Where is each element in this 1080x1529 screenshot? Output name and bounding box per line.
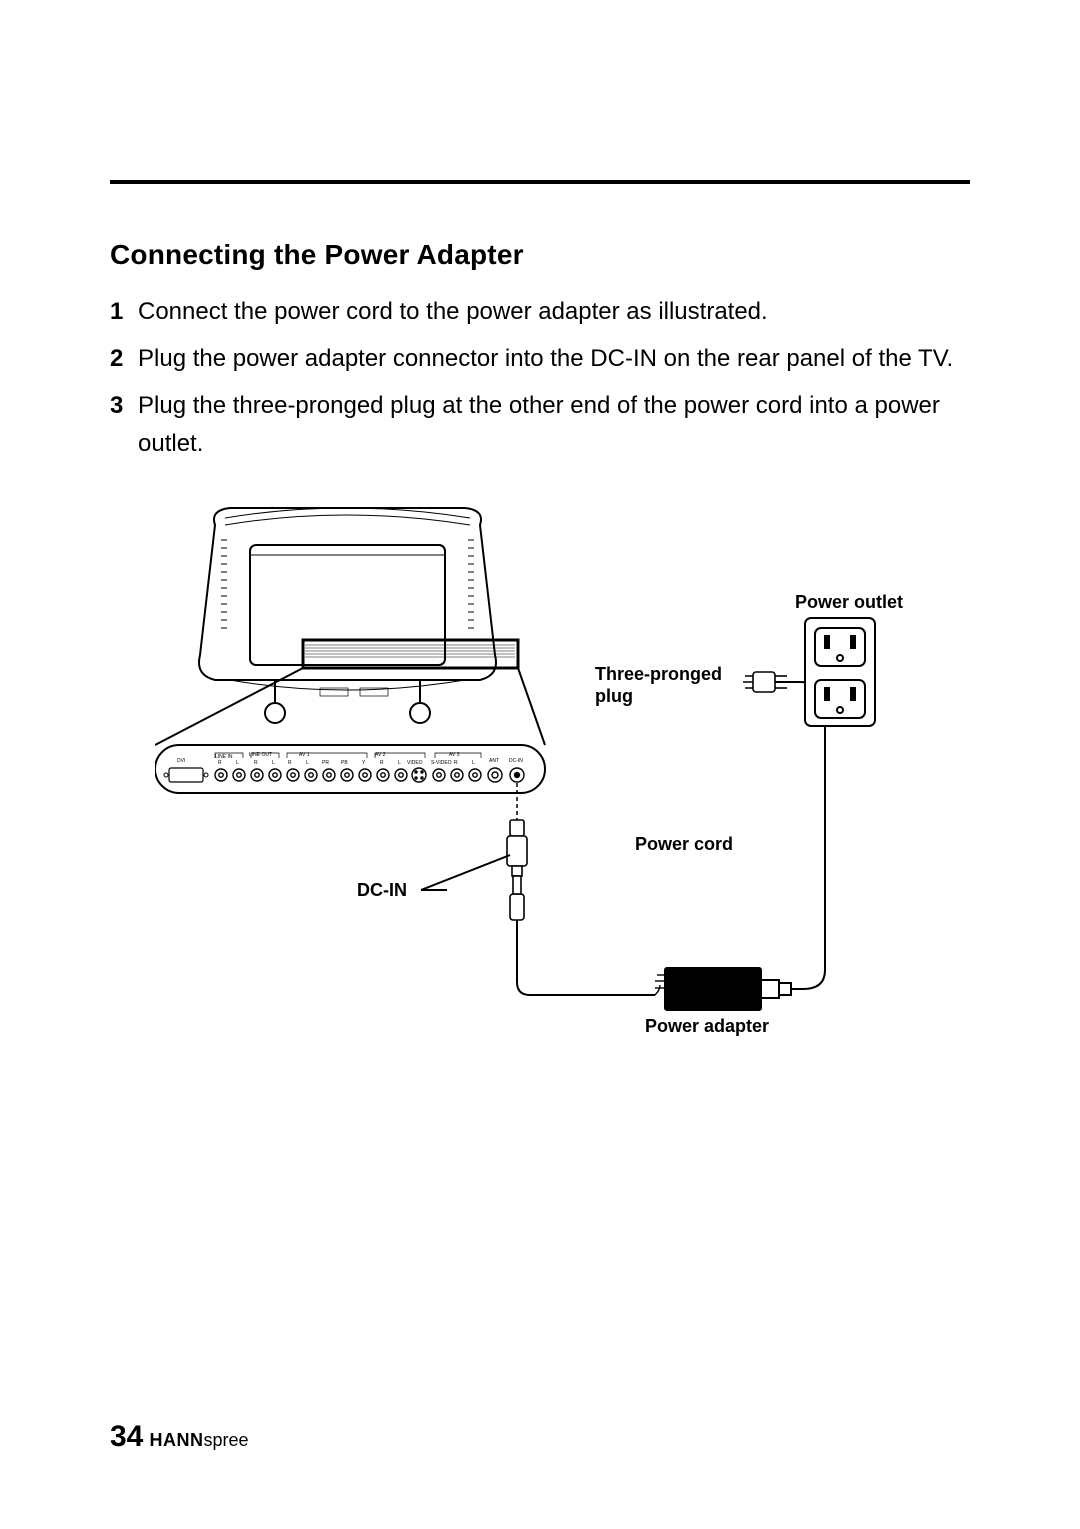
svg-text:S-VIDEO: S-VIDEO	[431, 760, 452, 766]
step-text: Connect the power cord to the power adap…	[138, 293, 970, 330]
label-power-cord: Power cord	[635, 834, 733, 854]
svg-text:R: R	[288, 760, 292, 766]
page-footer: 34 HANNspree	[110, 1420, 249, 1454]
svg-text:PR: PR	[322, 760, 329, 766]
label-dc-in: DC-IN	[357, 880, 407, 900]
label-plug: plug	[595, 686, 633, 706]
step-number: 2	[110, 340, 138, 377]
svg-text:R: R	[218, 760, 222, 766]
svg-text:DVI: DVI	[177, 758, 185, 764]
svg-text:R: R	[254, 760, 258, 766]
horizontal-rule	[110, 180, 970, 184]
svg-text:L: L	[398, 760, 401, 766]
brand-bold: HANN	[150, 1430, 204, 1450]
svg-text:PB: PB	[341, 760, 348, 766]
label-three-pronged: Three-pronged	[595, 664, 722, 684]
section-title: Connecting the Power Adapter	[110, 239, 970, 271]
svg-text:L: L	[306, 760, 309, 766]
page-number: 34	[110, 1420, 143, 1453]
connection-diagram: DVI LINE IN LINE OUT AV 1 AV 2 AV 3 ANT …	[155, 500, 925, 1060]
svg-text:L: L	[236, 760, 239, 766]
svg-text:ANT: ANT	[489, 758, 499, 764]
svg-text:L: L	[272, 760, 275, 766]
label-power-outlet: Power outlet	[795, 592, 903, 612]
step-item: 3 Plug the three-pronged plug at the oth…	[110, 387, 970, 461]
svg-text:R: R	[454, 760, 458, 766]
svg-text:R: R	[380, 760, 384, 766]
svg-text:VIDEO: VIDEO	[407, 760, 423, 766]
svg-text:Y: Y	[362, 760, 366, 766]
svg-text:L: L	[472, 760, 475, 766]
step-text: Plug the power adapter connector into th…	[138, 340, 970, 377]
diagram-container: DVI LINE IN LINE OUT AV 1 AV 2 AV 3 ANT …	[110, 500, 970, 1060]
label-power-adapter: Power adapter	[645, 1016, 769, 1036]
steps-list: 1 Connect the power cord to the power ad…	[110, 293, 970, 462]
step-number: 3	[110, 387, 138, 461]
brand-light: spree	[204, 1430, 249, 1450]
step-item: 2 Plug the power adapter connector into …	[110, 340, 970, 377]
step-text: Plug the three-pronged plug at the other…	[138, 387, 970, 461]
step-number: 1	[110, 293, 138, 330]
svg-text:DC-IN: DC-IN	[509, 758, 523, 764]
step-item: 1 Connect the power cord to the power ad…	[110, 293, 970, 330]
